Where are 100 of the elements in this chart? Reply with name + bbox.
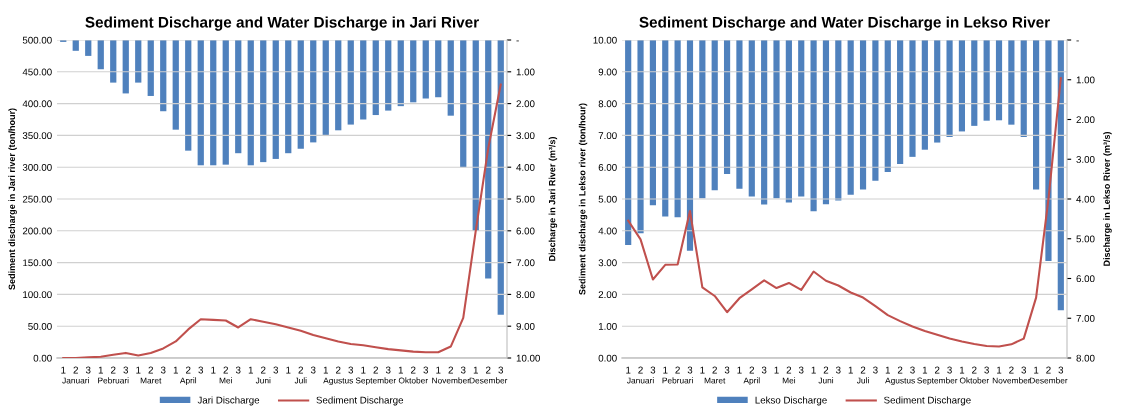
y-tick-label: 1.00 bbox=[598, 322, 617, 330]
x-tick-label: 1 bbox=[361, 366, 366, 374]
x-tick-label: 3 bbox=[498, 366, 504, 374]
x-tick-label: 1 bbox=[737, 366, 742, 374]
y2-tick-label: 7.00 bbox=[1076, 314, 1095, 322]
chart-title: Sediment Discharge and Water Discharge in Lekso River bbox=[639, 16, 1050, 31]
x-tick-label: 3 bbox=[910, 366, 915, 374]
legend-label: Sediment Discharge bbox=[884, 396, 971, 406]
text: April bbox=[743, 377, 760, 386]
x-tick-label: 2 bbox=[148, 366, 153, 374]
y-tick-label: 3.00 bbox=[598, 259, 617, 267]
x-tick-label: 2 bbox=[336, 366, 341, 374]
text: Januari bbox=[62, 377, 89, 384]
x-tick-label: 2 bbox=[823, 366, 829, 374]
y2-tick-label: 3.00 bbox=[1076, 155, 1095, 163]
x-tick-label: 2 bbox=[897, 366, 903, 374]
y2-tick-label: 10.00 bbox=[516, 354, 540, 362]
x-tick-label: 1 bbox=[626, 366, 631, 374]
y2-tick-label: 6.00 bbox=[1076, 275, 1095, 283]
x-tick-label: 1 bbox=[323, 366, 328, 374]
x-tick-label: 1 bbox=[61, 366, 66, 374]
text: November bbox=[992, 377, 1031, 384]
y2-axis-title: Discharge in Jari River (m³/s) bbox=[548, 136, 558, 261]
y2-tick-label: - bbox=[1076, 40, 1079, 42]
x-tick-label: 1 bbox=[173, 366, 178, 374]
legend-label: Lekso Discharge bbox=[755, 396, 827, 406]
x-tick-label: 1 bbox=[997, 366, 1002, 374]
y2-tick-label: 4.00 bbox=[516, 163, 535, 171]
y2-tick-label: 3.00 bbox=[516, 132, 535, 140]
x-tick-label: 2 bbox=[934, 366, 940, 374]
y-axis-title: Sediment discharge in Jari river (ton/hour) bbox=[8, 108, 17, 290]
x-tick-label: 2 bbox=[111, 366, 116, 374]
x-tick-label: 3 bbox=[460, 366, 466, 374]
legend-label: Jari Discharge bbox=[197, 396, 260, 406]
y-tick-label: 0.00 bbox=[33, 354, 52, 362]
x-tick-label: 1 bbox=[774, 366, 779, 374]
x-tick-label: 2 bbox=[786, 366, 792, 374]
x-tick-label: 3 bbox=[310, 366, 316, 374]
x-tick-label: 3 bbox=[1058, 366, 1064, 374]
y-axis-title: Sediment discharge in Lekso river (ton/hour) bbox=[578, 103, 588, 295]
x-tick-label: 1 bbox=[700, 366, 705, 374]
y2-tick-label: 1.00 bbox=[1076, 76, 1095, 84]
y-tick-label: 400.00 bbox=[22, 100, 52, 108]
x-tick-label: 2 bbox=[712, 366, 717, 374]
text: Desember bbox=[1029, 377, 1068, 384]
x-tick-label: 3 bbox=[235, 366, 241, 374]
y-tick-label: 100.00 bbox=[23, 291, 52, 299]
x-tick-label: 3 bbox=[798, 366, 804, 374]
y-tick-label: 350.00 bbox=[22, 132, 52, 140]
x-tick-label: 2 bbox=[972, 366, 977, 374]
x-tick-label: 1 bbox=[136, 366, 141, 374]
y-tick-label: 2.00 bbox=[598, 291, 617, 299]
x-tick-label: 2 bbox=[223, 366, 228, 374]
x-tick-label: 3 bbox=[198, 366, 204, 374]
x-tick-label: 1 bbox=[398, 366, 403, 374]
x-tick-label: 1 bbox=[98, 366, 103, 374]
y-tick-label: 450.00 bbox=[22, 68, 52, 76]
y2-tick-label: 2.00 bbox=[516, 100, 535, 108]
text: Agustus bbox=[885, 377, 915, 386]
text: Pebruari bbox=[662, 377, 693, 384]
text: Mei bbox=[219, 377, 232, 384]
x-tick-label: 3 bbox=[423, 366, 429, 374]
text: Maret bbox=[140, 377, 162, 384]
x-tick-label: 3 bbox=[385, 366, 391, 374]
text: Januari bbox=[627, 377, 654, 384]
y2-tick-label: - bbox=[516, 40, 519, 42]
y2-tick-label: 2.00 bbox=[1076, 116, 1095, 124]
legend-label: Sediment Discharge bbox=[316, 396, 404, 406]
y2-tick-label: 4.00 bbox=[1076, 195, 1095, 203]
x-tick-label: 1 bbox=[959, 366, 965, 374]
y2-tick-label: 8.00 bbox=[516, 291, 535, 299]
y-tick-label: 300.00 bbox=[22, 163, 52, 171]
y-tick-label: 9.00 bbox=[598, 68, 617, 76]
text: Juli bbox=[294, 377, 307, 384]
text: Oktober bbox=[959, 377, 989, 384]
y-tick-label: 10.00 bbox=[593, 36, 617, 44]
text: September bbox=[355, 377, 396, 386]
x-tick-label: 3 bbox=[761, 366, 767, 374]
y2-tick-label: 5.00 bbox=[516, 195, 535, 203]
x-tick-label: 2 bbox=[675, 366, 680, 374]
y-tick-label: 50.00 bbox=[28, 322, 52, 330]
x-tick-label: 2 bbox=[638, 366, 643, 374]
text: Pebruari bbox=[98, 377, 129, 384]
x-tick-label: 2 bbox=[749, 366, 755, 374]
x-tick-label: 3 bbox=[85, 366, 91, 374]
text: Agustus bbox=[323, 377, 354, 386]
x-tick-label: 2 bbox=[486, 366, 491, 374]
y2-tick-label: 5.00 bbox=[1076, 235, 1095, 243]
x-tick-label: 3 bbox=[873, 366, 878, 374]
x-tick-label: 2 bbox=[298, 366, 303, 374]
chart-title: Sediment Discharge and Water Discharge in Jari River bbox=[85, 16, 479, 31]
x-tick-label: 2 bbox=[448, 366, 453, 374]
x-tick-label: 1 bbox=[922, 366, 928, 374]
x-tick-label: 2 bbox=[1046, 366, 1051, 374]
x-tick-label: 1 bbox=[848, 366, 853, 374]
x-tick-label: 2 bbox=[1009, 366, 1014, 374]
x-tick-label: 3 bbox=[273, 366, 279, 374]
x-tick-label: 3 bbox=[1021, 366, 1027, 374]
y-tick-label: 250.00 bbox=[22, 195, 52, 203]
x-tick-label: 2 bbox=[860, 366, 866, 374]
